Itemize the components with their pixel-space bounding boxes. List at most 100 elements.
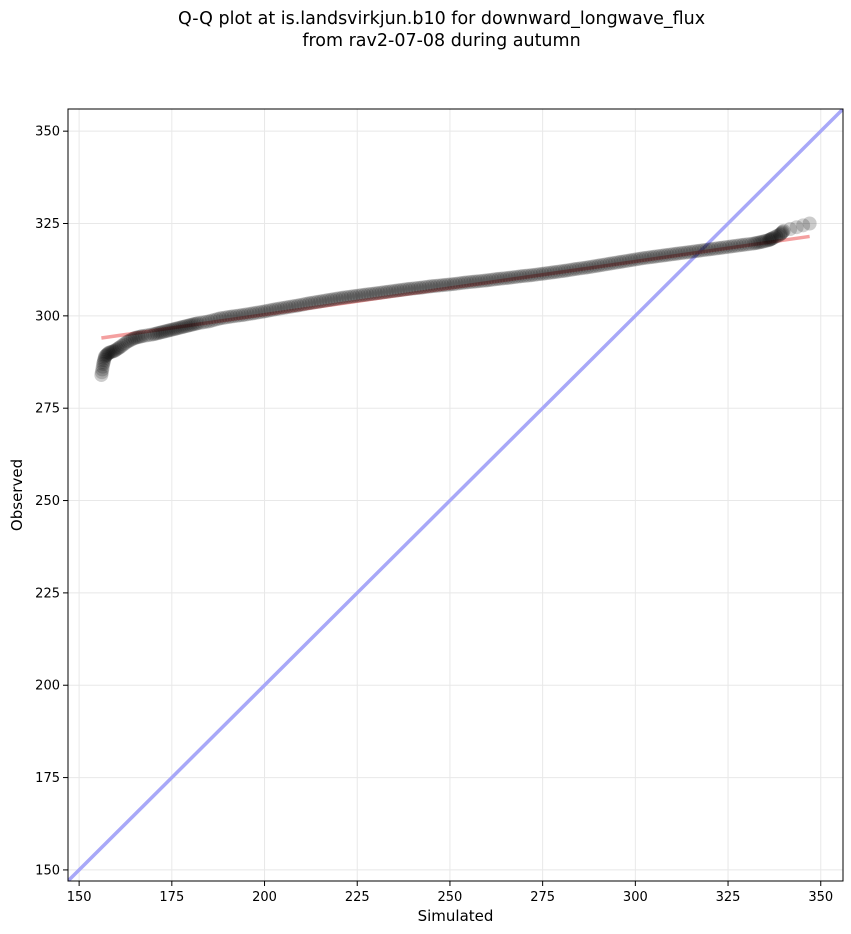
quantile-point: [343, 289, 358, 304]
quantile-point: [480, 273, 495, 288]
quantile-point: [441, 277, 456, 292]
quantile-point: [315, 293, 330, 308]
quantile-point: [201, 314, 216, 329]
quantile-point: [421, 279, 436, 294]
quantile-point: [313, 294, 328, 309]
quantile-point: [365, 286, 380, 301]
quantile-point: [116, 337, 131, 352]
quantile-point: [708, 241, 723, 256]
quantile-point: [235, 308, 250, 323]
quantile-point: [446, 277, 461, 292]
x-tick-label: 225: [345, 890, 370, 905]
quantile-point: [471, 274, 486, 289]
quantile-point: [752, 235, 767, 250]
quantile-point: [135, 329, 150, 344]
quantile-point: [588, 259, 603, 274]
quantile-point: [103, 345, 118, 360]
quantile-point: [773, 226, 788, 241]
quantile-point: [702, 242, 717, 257]
quantile-point: [685, 244, 700, 259]
quantile-point: [524, 268, 539, 283]
x-tick-label: 300: [623, 890, 648, 905]
quantile-point: [493, 271, 508, 286]
quantile-point: [310, 294, 325, 309]
quantile-point: [691, 243, 706, 258]
quantile-point: [321, 293, 336, 308]
quantile-point: [505, 270, 520, 285]
y-tick-label: 175: [35, 771, 60, 786]
quantile-point: [133, 329, 148, 344]
quantile-point: [335, 290, 350, 305]
reference-lines: [68, 109, 843, 881]
quantile-point: [783, 222, 798, 237]
quantile-point: [96, 356, 111, 371]
quantile-point: [765, 231, 780, 246]
quantile-point: [97, 353, 112, 368]
quantile-point: [610, 255, 625, 270]
y-tick-label: 250: [35, 494, 60, 509]
quantile-point: [677, 245, 692, 260]
quantile-point: [94, 367, 109, 382]
quantile-point: [756, 234, 771, 249]
quantile-point: [148, 326, 163, 341]
quantile-point: [120, 334, 135, 349]
quantile-point: [243, 306, 258, 321]
quantile-point: [268, 302, 283, 317]
quantile-point: [735, 237, 750, 252]
quantile-point: [602, 256, 617, 271]
quantile-point: [468, 274, 483, 289]
quantile-point: [594, 258, 609, 273]
fit-line: [101, 234, 810, 340]
quantile-point: [207, 312, 222, 327]
quantile-point: [747, 236, 762, 251]
quantile-point: [161, 323, 176, 338]
quantile-point: [477, 273, 492, 288]
quantile-point: [382, 284, 397, 299]
quantile-point: [162, 323, 177, 338]
quantile-point: [516, 269, 531, 284]
quantile-point: [632, 251, 647, 266]
quantile-point: [432, 278, 447, 293]
y-axis-label: Observed: [8, 459, 26, 531]
quantile-point: [644, 250, 659, 265]
quantile-point: [776, 223, 791, 238]
quantile-point: [271, 301, 286, 316]
quantile-point: [168, 321, 183, 336]
quantile-point: [346, 289, 361, 304]
quantile-point: [649, 249, 664, 264]
x-tick-label: 250: [438, 890, 463, 905]
quantile-point: [624, 253, 639, 268]
quantile-point: [151, 325, 166, 340]
quantile-point: [290, 298, 305, 313]
quantile-point: [226, 309, 241, 324]
quantile-point: [599, 257, 614, 272]
quantile-point: [713, 240, 728, 255]
quantile-point: [299, 296, 314, 311]
quantile-point: [240, 307, 255, 322]
quantile-point: [357, 287, 372, 302]
quantile-point: [413, 280, 428, 295]
quantile-point: [574, 261, 589, 276]
quantile-point: [188, 316, 203, 331]
quantile-point: [363, 287, 378, 302]
quantile-point: [164, 322, 179, 337]
quantile-point: [730, 238, 745, 253]
quantile-point: [354, 288, 369, 303]
quantile-point: [396, 282, 411, 297]
quantile-point: [557, 263, 572, 278]
quantile-point: [175, 319, 190, 334]
quantile-point: [174, 320, 189, 335]
quantile-point: [131, 330, 146, 345]
quantile-point: [571, 261, 586, 276]
quantile-point: [199, 314, 214, 329]
quantile-point: [452, 276, 467, 291]
quantile-point: [696, 243, 711, 258]
quantile-point: [627, 252, 642, 267]
quantile-point: [671, 246, 686, 261]
quantile-point: [410, 281, 425, 296]
quantile-point: [754, 234, 769, 249]
quantile-point: [510, 269, 525, 284]
quantile-point: [761, 233, 776, 248]
quantile-point: [377, 285, 392, 300]
quantile-point: [457, 275, 472, 290]
